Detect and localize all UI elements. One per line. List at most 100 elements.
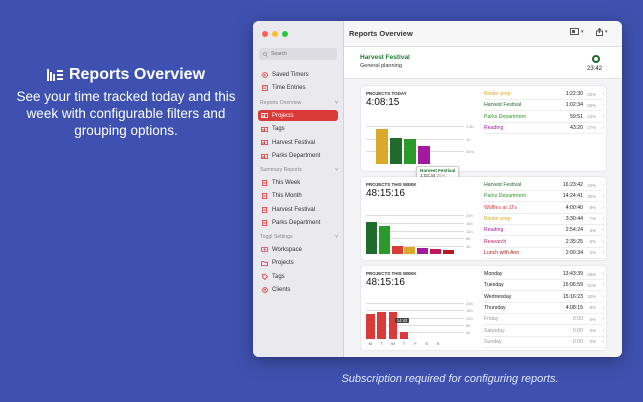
row-time: 13:43:39	[562, 271, 583, 277]
report-row-parks-department[interactable]: Parks Department 14:24:41 30% ›	[484, 191, 604, 203]
row-name: Waffles at JJ's	[484, 204, 517, 211]
row-time: 14:24:41	[562, 193, 583, 200]
document-icon	[261, 220, 268, 226]
sidebar-header-toggl-settings[interactable]: Toggl Settings ˅	[260, 234, 338, 240]
search-box[interactable]	[259, 48, 337, 60]
sidebar-item-harvest-festival[interactable]: Harvest Festival	[258, 204, 338, 215]
row-time: 1:22:30	[565, 91, 583, 97]
running-timer[interactable]: Harvest Festival General planning 23:42	[344, 47, 622, 79]
report-row-tuesday[interactable]: Tuesday 15:06:59 31% ›	[484, 280, 604, 292]
report-card-projects-today: PROJECTS TODAY 4:08:15 1.5h 1h 30m Harvest…	[361, 86, 606, 180]
sidebar-item-parks-department[interactable]: Parks Department	[258, 151, 338, 162]
row-name: Binder prep	[484, 215, 511, 222]
chevron-down-icon: ˅	[334, 167, 338, 173]
sidebar-item-time-entries[interactable]: Time Entries	[258, 82, 338, 93]
minimize-window-button[interactable]	[272, 31, 278, 37]
promo-title: Reports Overview	[8, 66, 244, 84]
sidebar-item-parks-department[interactable]: Parks Department	[258, 218, 338, 229]
sidebar-header-label: Reports Overview	[260, 100, 302, 106]
sidebar-item-saved-timers[interactable]: Saved Timers	[258, 69, 338, 80]
report-row-reading[interactable]: Reading 43:20 17% ›	[484, 123, 604, 134]
stop-timer-button[interactable]	[592, 55, 600, 63]
window-title: Reports Overview	[349, 29, 413, 38]
folder-icon	[261, 260, 268, 266]
timer-project: Harvest Festival	[360, 54, 410, 61]
sidebar-header-reports-overview[interactable]: Reports Overview ˅	[260, 100, 338, 106]
sidebar-item-this-month[interactable]: This Month	[258, 191, 338, 202]
search-input[interactable]	[271, 51, 331, 57]
chart-bar-parks-department-2[interactable]	[404, 138, 416, 164]
promo-text: See your time tracked today and this wee…	[16, 89, 236, 138]
timer-elapsed: 23:42	[587, 66, 603, 72]
row-time: 2:54:24	[565, 227, 583, 234]
share-menu-button[interactable]: ▾	[596, 28, 608, 36]
report-row-binder-prep[interactable]: Binder prep 1:22:30 33% ›	[484, 89, 604, 100]
chevron-right-icon: ›	[602, 182, 604, 188]
chart-bar-t-3[interactable]	[399, 331, 409, 339]
gridline	[366, 230, 464, 232]
chart-bar-waffles-at-jj-s-2[interactable]	[391, 246, 403, 254]
gridline-label: 20h	[466, 301, 473, 307]
report-row-monday[interactable]: Monday 13:43:39 28% ›	[484, 269, 604, 280]
chart-bar-parks-department-1[interactable]	[378, 225, 390, 254]
sidebar-item-label: Tags	[272, 273, 285, 280]
row-time: 1:02:34	[565, 102, 583, 109]
report-row-friday[interactable]: Friday 0:00 0% ›	[484, 314, 604, 326]
chart-bar-research-5[interactable]	[430, 248, 441, 254]
gridline-label: 30m	[466, 149, 474, 155]
bar-chart: 20h 16h 12h 8h 4h M T W T F S S 14:42	[366, 296, 478, 346]
row-percent: 30%	[587, 193, 596, 199]
chart-bar-harvest-festival-1[interactable]	[390, 137, 402, 164]
chart-bar-m-0[interactable]	[366, 314, 375, 339]
sidebar-item-tags[interactable]: Tags	[258, 271, 338, 282]
sidebar-item-workspace[interactable]: Workspace	[258, 244, 338, 255]
report-row-harvest-festival[interactable]: Harvest Festival 16:23:42 34% ›	[484, 180, 604, 191]
document-icon	[261, 206, 268, 213]
chart-bar-harvest-festival-0[interactable]	[366, 221, 377, 254]
card-total: 48:15:16	[366, 188, 405, 199]
chart-bar-t-1[interactable]	[377, 311, 386, 339]
chart-bar-reading-4[interactable]	[417, 248, 429, 254]
display-menu-button[interactable]: ▾	[570, 28, 584, 35]
sidebar-item-this-week[interactable]: This Week	[258, 177, 338, 188]
report-row-reading[interactable]: Reading 2:54:24 6% ›	[484, 225, 604, 237]
report-row-research[interactable]: Research 2:35:25 5% ›	[484, 237, 604, 248]
gridline-label: 4h	[466, 329, 471, 335]
report-row-harvest-festival[interactable]: Harvest Festival 1:02:34 25% ›	[484, 100, 604, 112]
chart-bar-reading-3[interactable]	[418, 145, 430, 164]
report-row-sunday[interactable]: Sunday 0:00 0% ›	[484, 337, 604, 348]
chart-bar-lunch-with-ann-6[interactable]	[442, 250, 454, 254]
sidebar-item-clients[interactable]: Clients	[258, 285, 338, 296]
report-row-binder-prep[interactable]: Binder prep 3:30:44 7% ›	[484, 214, 604, 225]
main-content: Reports Overview ▾ ▾ Harvest Festival Ge…	[344, 21, 622, 357]
sidebar-item-label: Harvest Festival	[272, 139, 316, 146]
report-row-lunch-with-ann[interactable]: Lunch with Ann 2:00:34 4% ›	[484, 248, 604, 259]
row-time: 3:30:44	[565, 215, 583, 222]
report-row-thursday[interactable]: Thursday 4:08:15 9% ›	[484, 303, 604, 314]
row-time: 2:00:34	[565, 249, 583, 256]
chart-bar-binder-prep-3[interactable]	[404, 247, 416, 254]
report-row-saturday[interactable]: Saturday 0:00 0% ›	[484, 326, 604, 337]
chart-bar-w-2[interactable]	[388, 311, 398, 339]
report-icon	[261, 126, 268, 132]
row-time: 0:00	[572, 338, 583, 345]
row-percent: 0%	[589, 316, 596, 322]
sidebar-item-projects[interactable]: Projects	[258, 258, 338, 269]
sidebar-header-summary-reports[interactable]: Summary Reports ˅	[260, 167, 338, 173]
sidebar-item-tags[interactable]: Tags	[258, 124, 338, 135]
gridline	[366, 238, 464, 240]
report-row-waffles-at-jj-s[interactable]: Waffles at JJ's 4:00:40 8% ›	[484, 203, 604, 214]
chart-bar-binder-prep-0[interactable]	[376, 129, 388, 164]
sidebar-item-harvest-festival[interactable]: Harvest Festival	[258, 137, 338, 148]
gridline-label: 1h	[466, 136, 471, 142]
close-window-button[interactable]	[262, 31, 268, 37]
row-percent: 17%	[587, 125, 596, 131]
report-row-parks-department[interactable]: Parks Department 59:51 24% ›	[484, 112, 604, 123]
report-row-wednesday[interactable]: Wednesday 15:16:23 32% ›	[484, 292, 604, 303]
sidebar-item-projects[interactable]: Projects	[258, 110, 338, 121]
row-time: 0:00	[572, 316, 583, 323]
chevron-down-icon: ˅	[334, 234, 338, 240]
day-label: T	[402, 341, 406, 346]
zoom-window-button[interactable]	[282, 31, 288, 37]
gridline	[366, 303, 464, 305]
